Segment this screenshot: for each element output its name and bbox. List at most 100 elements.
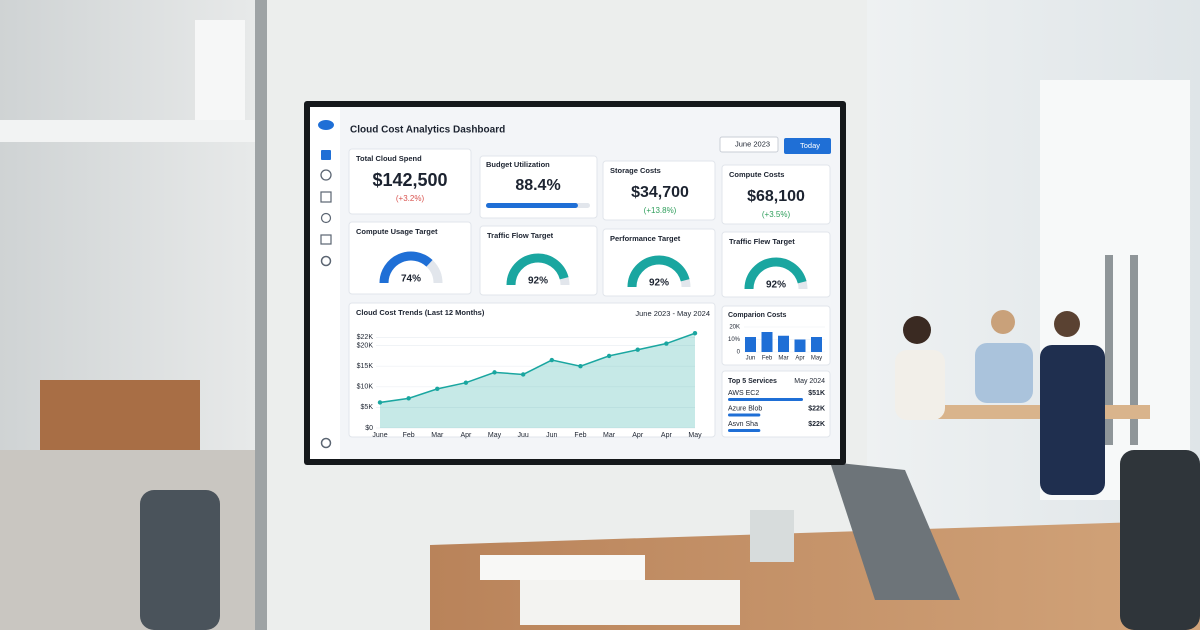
today-button-label[interactable]: Today [800,141,820,150]
card [721,164,831,225]
x-tick-label: Jun [546,432,557,439]
card-period: May 2024 [794,378,825,385]
progress-bar [486,203,578,208]
y-tick-label: $15K [357,363,374,370]
door-handle [1130,255,1138,445]
card [348,148,472,215]
bar [794,339,806,352]
card-value: 88.4% [515,177,560,194]
x-tick-label: May [488,432,502,439]
y-tick-label: 0 [737,350,741,356]
service-bar [728,429,761,432]
gauge-label: 92% [766,280,786,291]
x-tick-label: May [811,356,822,362]
bar [761,332,773,352]
card-change: (+3.5%) [762,210,791,219]
gauge-title: Traffic Flow Target [487,231,554,240]
nav-icon[interactable] [320,191,332,203]
x-tick-label: Apr [632,432,644,439]
y-tick-label: 10% [728,337,741,343]
y-tick-label: $22K [357,334,374,341]
service-bar [728,413,761,417]
settings-icon[interactable] [320,437,332,449]
bar [778,335,789,352]
x-tick-label: Feb [574,432,586,439]
gauge-title: Performance Target [610,234,681,243]
x-tick-label: June [372,432,387,439]
y-tick-label: $10K [357,384,374,391]
date-picker-label[interactable]: June 2023 [735,139,770,148]
trend-point [692,331,698,336]
x-tick-label: Mar [431,432,444,439]
trend-line [379,332,696,404]
chair [140,490,220,630]
x-tick-label: Juu [518,432,529,439]
person [1040,345,1105,495]
service-value: $22K [808,405,825,412]
card-title: Top 5 Services [728,378,777,385]
gauge-arc [379,251,433,284]
chart-title: Comparion Costs [728,312,786,319]
nav-icon[interactable] [320,212,332,224]
laptop [830,462,960,600]
y-tick-label: $5K [361,404,374,411]
service-value: $22K [808,421,825,428]
person [895,350,945,420]
trend-point [549,357,555,363]
service-value: $51K [808,390,825,397]
trend-point [520,372,526,377]
date-picker[interactable] [719,136,779,153]
nav-icon[interactable] [320,234,332,245]
gauge-arc [627,255,690,288]
trend-point [406,396,411,401]
chart-period: June 2023 - May 2024 [635,309,710,318]
dashboard-title: Cloud Cost Analytics Dashboard [350,125,505,136]
window [195,20,245,120]
sofa [40,380,200,450]
gauge-arc [506,253,569,286]
x-tick-label: Jun [746,356,756,362]
gauge-title: Compute Usage Target [356,227,438,236]
trend-point [435,386,440,392]
card [721,370,831,438]
gauge-arc [744,257,807,290]
clipboard [520,580,740,625]
card-title: Total Cloud Spend [356,154,422,163]
nav-icon[interactable] [320,169,332,181]
chair [1120,450,1200,630]
card-value: $142,500 [372,170,447,190]
service-name: AWS EC2 [728,390,759,397]
person-head [903,316,931,344]
nav-icon[interactable] [320,255,332,267]
y-tick-label: $0 [365,425,373,432]
today-button[interactable] [784,138,831,154]
trend-point [578,364,583,369]
trend-point [664,341,669,346]
paper [480,555,645,580]
bar [811,337,822,352]
card-title: Budget Utilization [486,160,550,169]
sidebar [310,107,340,459]
y-tick-label: 20K [729,325,740,331]
card [479,155,598,219]
chart-title: Cloud Cost Trends (Last 12 Months) [356,308,485,317]
trend-point [377,400,383,405]
card-value: $34,700 [631,184,689,201]
service-bar [728,398,803,401]
x-tick-label: Apr [795,356,804,362]
person-head [1054,311,1080,337]
y-tick-label: $20K [357,342,374,349]
x-tick-label: May [688,432,702,439]
balcony [0,120,255,142]
x-tick-label: Mar [603,432,616,439]
trend-point [635,347,640,352]
card-title: Compute Costs [729,170,784,179]
gauge-label: 92% [528,276,548,287]
service-name: Asvn Sha [728,421,758,428]
card-change: (+3.2%) [396,194,425,203]
person-head [991,310,1015,334]
trend-point [463,380,469,385]
nav-icon[interactable] [321,150,331,160]
